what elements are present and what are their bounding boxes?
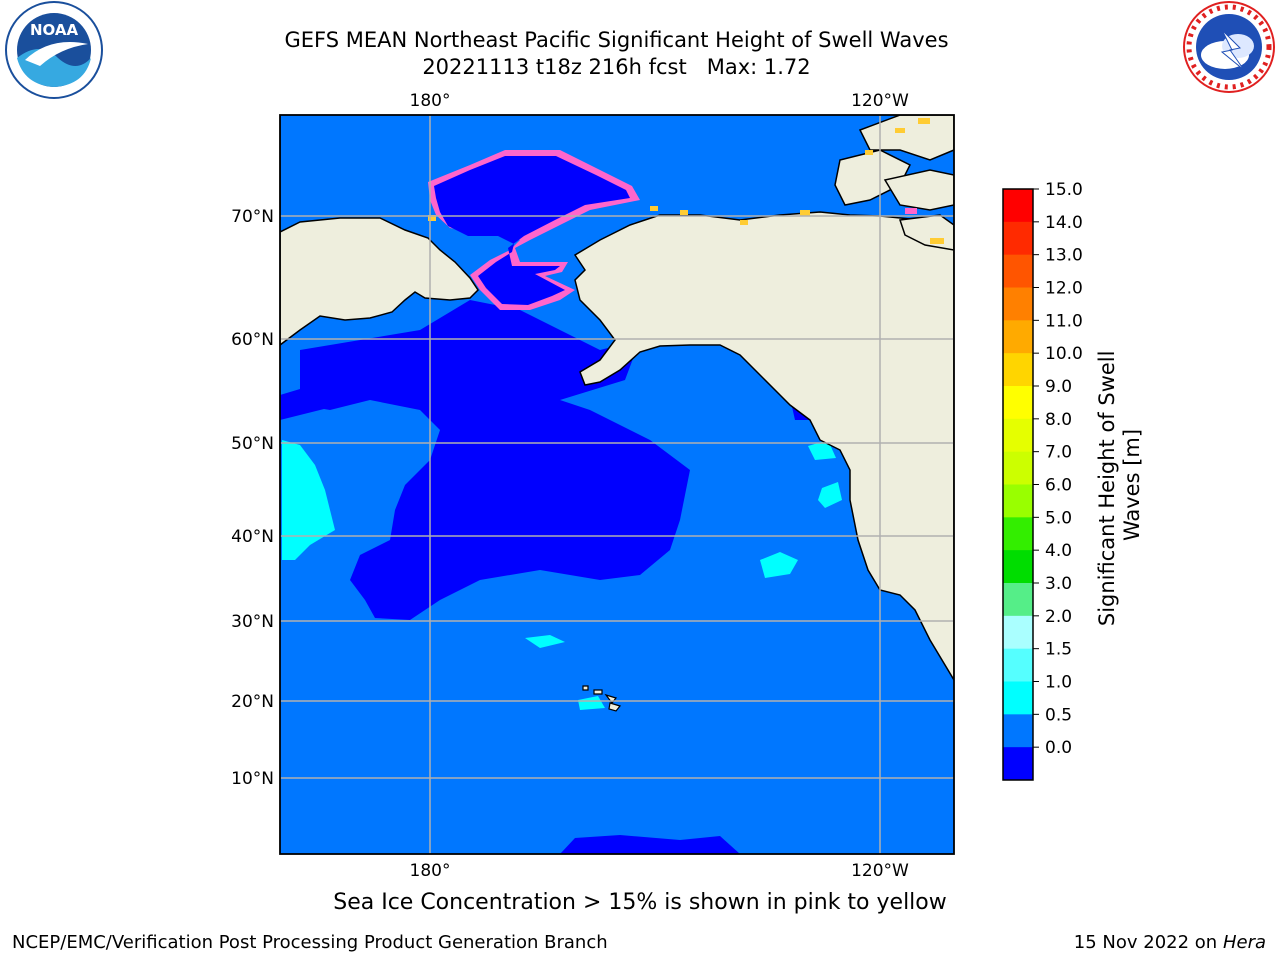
colorbar-swatch [1003,353,1033,387]
lon-tick-bottom: 120°W [851,861,909,881]
colorbar-tick-label: 12.0 [1045,279,1083,299]
colorbar-swatch [1003,418,1033,453]
lon-tick-top: 180° [410,91,451,111]
swell-mid-region [578,696,605,710]
chart-title: GEFS MEAN Northeast Pacific Significant … [284,28,949,52]
colorbar-swatch [1003,254,1033,288]
map-plot-area [280,115,954,854]
colorbar-tick-label: 9.0 [1045,377,1072,397]
lat-tick: 50°N [231,434,274,454]
colorbar-label-line: Waves [m] [1120,429,1144,541]
lat-tick: 70°N [231,207,274,227]
colorbar-tick-label: 1.5 [1045,640,1072,660]
swell-low-region [280,380,340,420]
swell-mid-region [818,482,842,508]
sea-ice-note: Sea Ice Concentration > 15% is shown in … [333,890,947,915]
colorbar-tick-label: 1.0 [1045,673,1072,693]
nws-logo-icon [1183,1,1275,93]
noaa-logo-text: NOAA [30,21,79,39]
date-stamp: 15 Nov 2022 on Hera [1074,932,1266,953]
credit-text: NCEP/EMC/Verification Post Processing Pr… [12,932,608,953]
lat-tick: 30°N [231,612,274,632]
colorbar-tick-label: 4.0 [1045,541,1072,561]
arctic-water [434,156,630,305]
colorbar-swatch [1003,714,1033,748]
swell-mid-region [282,440,335,560]
colorbar-tick-label: 14.0 [1045,213,1083,233]
lat-tick: 20°N [231,692,274,712]
colorbar-swatch [1003,648,1033,682]
colorbar-swatch [1003,320,1033,354]
colorbar-tick-label: 13.0 [1045,246,1083,266]
colorbar-swatch [1003,386,1033,420]
colorbar-swatch [1003,550,1033,584]
colorbar-swatch [1003,484,1033,518]
colorbar-label-line: Significant Height of Swell [1095,351,1119,627]
colorbar-tick-label: 7.0 [1045,443,1072,463]
sea-ice-coast [428,118,944,244]
lat-tick: 10°N [231,769,274,789]
colorbar-tick-label: 8.0 [1045,410,1072,430]
host-name: Hera [1222,932,1266,953]
colorbar-tick-label: 5.0 [1045,508,1072,528]
colorbar-tick-label: 0.0 [1045,738,1072,758]
swell-low-region [560,835,740,854]
land-arctic-islands [883,169,954,211]
colorbar-tick-label: 15.0 [1045,180,1083,200]
swell-mid-region [760,552,798,578]
colorbar-swatch [1003,221,1033,256]
colorbar-swatch [1003,583,1033,617]
colorbar-tick-label: 6.0 [1045,476,1072,496]
colorbar: 15.0 14.0 13.0 12.0 11.0 10.0 9.0 8.0 7.0 6.0 5.0 4… [1002,180,1083,781]
colorbar-swatch [1003,681,1033,715]
swell-mid-region [525,635,565,648]
lat-tick: 40°N [231,527,274,547]
land-arctic-islands [858,115,954,161]
lat-tick: 60°N [231,330,274,350]
colorbar-tick-label: 2.0 [1045,607,1072,627]
noaa-logo-icon: NOAA [5,1,103,99]
colorbar-label: Significant Height of Swell Waves [m] [1095,344,1144,626]
colorbar-swatch [1003,747,1033,781]
colorbar-swatch [1003,615,1033,650]
date-text: 15 Nov 2022 on [1073,932,1218,953]
chart-subtitle: 20221113 t18z 216h fcst Max: 1.72 [422,55,811,79]
colorbar-swatch [1003,517,1033,551]
colorbar-tick-label: 11.0 [1045,311,1083,331]
colorbar-tick-label: 0.5 [1045,705,1072,725]
map-frame [279,114,955,855]
colorbar-swatch [1003,189,1033,223]
colorbar-tick-label: 3.0 [1045,574,1072,594]
lon-tick-bottom: 180° [410,861,451,881]
colorbar-tick-label: 10.0 [1045,344,1083,364]
land-arctic-islands [834,149,912,206]
lon-tick-top: 120°W [851,91,909,111]
graticule [280,115,954,854]
colorbar-swatch [1003,287,1033,321]
colorbar-swatch [1003,451,1033,485]
land-asia [280,115,479,346]
